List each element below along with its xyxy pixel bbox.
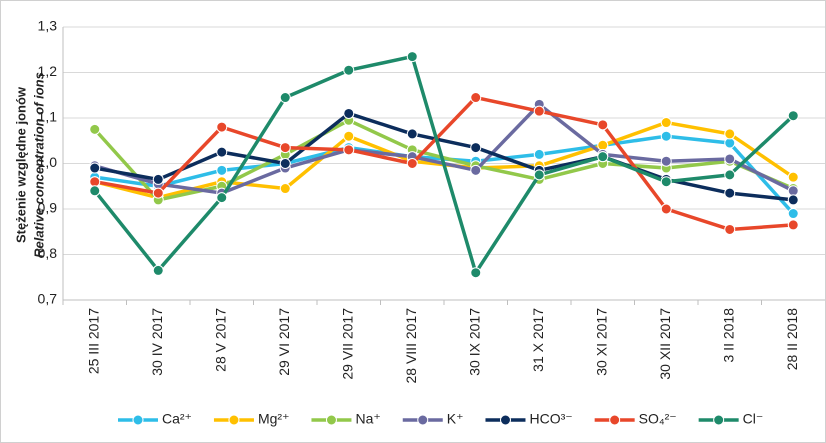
data-point [152,173,164,185]
data-point [660,117,672,129]
legend-marker [417,414,429,426]
data-point [533,148,545,160]
data-point [660,130,672,142]
data-point [343,144,355,156]
legend-marker [499,414,511,426]
y-axis-label-en: Relative concentration of ions [31,72,46,258]
data-point [216,192,228,204]
data-point [152,264,164,276]
data-point [724,153,736,165]
legend-marker [713,414,725,426]
x-tick-label: 30 XII 2017 [657,308,673,380]
x-tick-label: 28 VIII 2017 [403,308,419,384]
y-axis-label: Stężenie względne jonów [13,86,28,243]
data-point [724,223,736,235]
data-point [724,169,736,181]
data-point [279,92,291,104]
legend-label: HCO³⁻ [529,411,572,427]
data-point [216,121,228,133]
x-tick-label: 31 X 2017 [530,308,546,372]
legend-label: Cl⁻ [743,411,764,427]
data-point [89,176,101,188]
data-point [787,185,799,197]
data-point [89,162,101,174]
legend-label: Mg²⁺ [258,411,290,427]
data-point [597,151,609,163]
series-line [94,95,794,232]
x-tick-label: 28 V 2017 [212,308,228,372]
data-point [343,107,355,119]
legend-label: SO₄²⁻ [639,411,677,427]
series-line [93,118,794,202]
x-tick-label: 3 II 2018 [720,308,736,363]
data-point [724,187,736,199]
data-point [89,123,101,135]
y-tick-label: 0,8 [38,245,58,261]
data-point [470,267,482,279]
data-point [787,219,799,231]
data-point [787,194,799,206]
data-point [724,137,736,149]
data-point [660,203,672,215]
y-tick-label: 1,3 [38,18,58,34]
x-tick-label: 25 III 2017 [85,308,101,374]
data-point [470,142,482,154]
legend-marker [609,414,621,426]
data-point [597,119,609,131]
data-point [279,158,291,169]
data-point [597,139,609,151]
data-point [787,110,799,122]
legend-label: K⁺ [447,411,464,427]
data-point [406,51,418,63]
y-tick-label: 0,7 [38,291,58,307]
data-point [343,130,355,142]
y-tick-label: 1,1 [38,109,58,125]
data-point [533,169,545,181]
x-tick-label: 29 VII 2017 [339,308,355,380]
legend-label: Ca²⁺ [162,411,192,427]
data-point [89,185,101,197]
data-point [406,128,418,140]
series-line [93,54,795,275]
x-tick-label: 29 VI 2017 [276,308,292,376]
data-point [279,183,291,195]
x-tick-label: 30 IX 2017 [466,308,482,376]
data-point [470,92,482,104]
data-point [470,164,482,176]
legend-marker [325,414,337,426]
data-point [279,142,291,154]
data-point [660,176,672,188]
data-point [216,164,228,176]
data-point [787,171,799,183]
legend-label: Na⁺ [355,411,380,427]
x-tick-label: 28 II 2018 [784,308,800,370]
data-point [406,158,418,169]
data-point [152,187,164,199]
data-point [343,64,355,76]
data-point [216,146,228,158]
x-tick-label: 30 XI 2017 [593,308,609,376]
x-tick-label: 30 IV 2017 [149,308,165,376]
data-point [660,155,672,167]
y-tick-label: 1,0 [38,154,58,170]
legend-marker [228,414,240,426]
y-tick-label: 1,2 [38,63,58,79]
data-point [787,208,799,220]
data-point [533,105,545,117]
legend-marker [132,414,144,426]
y-tick-label: 0,9 [38,200,58,216]
data-point [724,128,736,140]
